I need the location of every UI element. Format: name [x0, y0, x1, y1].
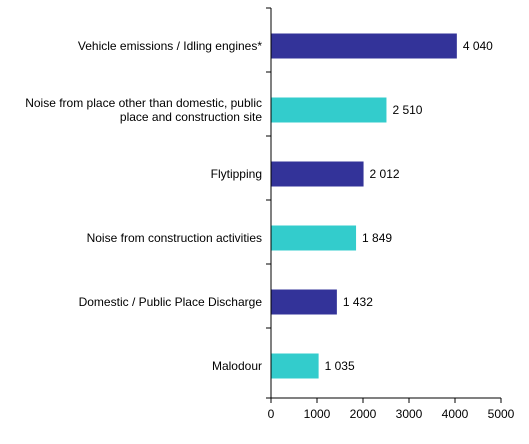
data-label: 1 432	[343, 295, 373, 309]
data-label: 2 510	[392, 103, 422, 117]
x-tick-label: 5000	[488, 407, 515, 421]
category-labels-group: Vehicle emissions / Idling engines* Noise…	[25, 39, 262, 373]
category-label-line: Vehicle emissions / Idling engines*	[78, 39, 262, 53]
category-label-line: place and construction site	[120, 110, 262, 124]
x-tick-label: 0	[268, 407, 275, 421]
category-label-line: Domestic / Public Place Discharge	[79, 295, 263, 309]
category-label: Noise from construction activities	[87, 231, 262, 245]
bar	[271, 353, 319, 379]
bar	[271, 289, 337, 315]
x-tick-label: 1000	[304, 407, 331, 421]
category-label-line: Noise from place other than domestic, pu…	[25, 96, 262, 110]
category-label-line: Noise from construction activities	[87, 231, 262, 245]
category-label: Flytipping	[211, 167, 262, 181]
x-tick-label: 3000	[396, 407, 423, 421]
category-label-line: Flytipping	[211, 167, 262, 181]
x-tick-label: 4000	[442, 407, 469, 421]
bar	[271, 33, 457, 59]
data-label: 1 035	[325, 359, 355, 373]
category-label: Domestic / Public Place Discharge	[79, 295, 263, 309]
x-tick-label: 2000	[350, 407, 377, 421]
category-label-line: Malodour	[212, 359, 262, 373]
value-labels-group: 4 040 2 510 2 012 1 849 1 432 1 035	[325, 39, 494, 373]
bar	[271, 161, 364, 187]
axes-group: 0 1000 2000 3000 4000 5000	[266, 7, 515, 421]
data-label: 2 012	[370, 167, 400, 181]
bar	[271, 97, 387, 123]
category-label: Noise from place other than domestic, pu…	[25, 96, 262, 124]
category-label: Malodour	[212, 359, 262, 373]
bars-group	[271, 33, 457, 379]
data-label: 4 040	[463, 39, 493, 53]
bar	[271, 225, 357, 251]
data-label: 1 849	[362, 231, 392, 245]
category-label: Vehicle emissions / Idling engines*	[78, 39, 262, 53]
